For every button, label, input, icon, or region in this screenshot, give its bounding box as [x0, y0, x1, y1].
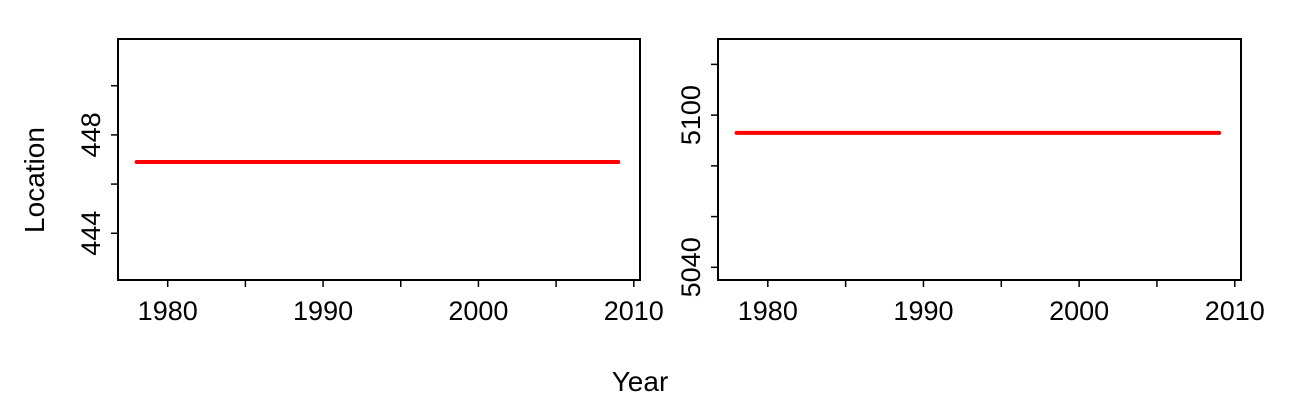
left-panel-location-vs-year: 1980 1990 2000 2010 444 448 — [76, 38, 664, 326]
right-panel-location-vs-year: 1980 1990 2000 2010 5040 5100 — [676, 38, 1265, 326]
shared-y-axis-label: Location — [19, 127, 50, 233]
y-tick-label-5040: 5040 — [676, 237, 706, 297]
shared-x-axis-label: Year — [612, 366, 669, 397]
plot-frame — [117, 38, 641, 281]
x-tick-label-2010: 2010 — [604, 296, 664, 326]
x-tick-label-1980: 1980 — [138, 296, 198, 326]
x-tick-label-2000: 2000 — [448, 296, 508, 326]
y-tick-label-5100: 5100 — [676, 85, 706, 145]
x-tick-label-1980: 1980 — [738, 296, 798, 326]
x-tick-label-1990: 1990 — [293, 296, 353, 326]
y-tick-label-444: 444 — [76, 211, 106, 256]
plot-frame — [717, 38, 1242, 281]
x-tick-label-2000: 2000 — [1049, 296, 1109, 326]
y-tick-label-448: 448 — [76, 112, 106, 157]
x-tick-label-1990: 1990 — [893, 296, 953, 326]
x-tick-label-2010: 2010 — [1205, 296, 1265, 326]
